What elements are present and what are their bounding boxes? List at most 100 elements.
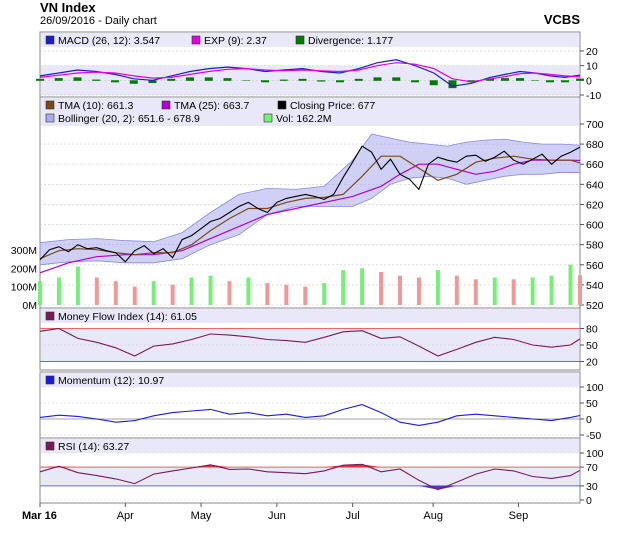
volume-bar (208, 275, 213, 305)
mfi-panel-line (39, 327, 581, 357)
divergence-bar (54, 78, 63, 81)
macd-axis-tick-label: 20 (586, 46, 598, 58)
volume-bar (56, 277, 61, 305)
divergence-bar (261, 80, 269, 83)
chart-frequency: Daily chart (104, 15, 157, 27)
price-axis-tick-label: 700 (586, 119, 604, 131)
volume-bar (379, 272, 384, 305)
divergence-bar (92, 79, 101, 81)
volume-bar (75, 266, 80, 305)
bollinger-band (39, 133, 581, 266)
divergence-bar (317, 80, 326, 82)
divergence-bar (429, 80, 438, 86)
price-legend-swatch (161, 100, 171, 110)
macd-legend-bg (41, 33, 579, 47)
volume-bar (511, 279, 516, 305)
volume-bar (227, 281, 232, 305)
volume-bar (360, 268, 365, 305)
divergence-bar (411, 80, 419, 83)
divergence-bar (516, 78, 524, 81)
rsi-panel-axis-tick-label: 30 (586, 481, 598, 493)
volume-bar (549, 275, 554, 305)
volume-bar (113, 281, 118, 305)
macd-legend-label: MACD (26, 12): 3.547 (58, 35, 160, 47)
chart-date: 26/09/2016 (40, 15, 96, 27)
price-legend-label: TMA (10): 661.3 (58, 100, 133, 112)
divergence-bar (111, 80, 119, 83)
macd-line (39, 59, 581, 87)
divergence-bar (129, 80, 138, 84)
divergence-bar (73, 77, 82, 81)
chart-title: VN Index (40, 0, 96, 15)
volume-bar (492, 277, 497, 305)
mfi-panel-legend-swatch (45, 311, 55, 321)
volume-bar (341, 270, 346, 305)
price-legend-bg (41, 98, 579, 126)
x-tick-label: Jul (346, 510, 360, 522)
volume-bar (568, 264, 573, 305)
rsi-panel-axis-tick-label: 0 (586, 495, 592, 507)
rsi-panel-band (41, 467, 579, 486)
divergence-bar (204, 77, 213, 81)
divergence-bar (392, 77, 401, 81)
volume-bar (322, 283, 327, 305)
volume-tick-label: 100M (11, 282, 37, 294)
price-axis-tick-label: 660 (586, 159, 604, 171)
exp-line (39, 62, 581, 83)
chart-subtitle: 26/09/2016 - Daily chart (40, 15, 157, 27)
divergence-bar (448, 80, 457, 89)
broker-name: VCBS (543, 12, 580, 27)
divergence-bar (373, 77, 382, 81)
price-axis-tick-label: 520 (586, 300, 604, 312)
volume-bar (530, 277, 535, 305)
volume-bar (473, 279, 478, 305)
divergence-bar (336, 80, 344, 83)
price-axis-tick-label: 560 (586, 260, 604, 272)
divergence-bar (36, 78, 44, 81)
price-axis-tick-label: 620 (586, 199, 604, 211)
x-tick-label: Sep (509, 510, 529, 522)
price-legend-swatch (45, 113, 55, 123)
divergence-bar (546, 80, 554, 83)
divergence-bar (576, 78, 584, 81)
x-tick-label: May (191, 510, 212, 522)
volume-bar (189, 277, 194, 305)
volume-tick-label: 200M (11, 263, 37, 275)
momentum-panel-line (39, 404, 581, 426)
divergence-bar (242, 80, 251, 81)
volume-bar (94, 277, 99, 305)
price-legend-label: Vol: 162.2M (276, 113, 331, 125)
x-tick-label: Jun (268, 510, 286, 522)
volume-bar (398, 275, 402, 305)
volume-bar (284, 284, 289, 305)
rsi-panel-axis-tick-label: 100 (586, 448, 604, 460)
x-tick-label: Apr (117, 510, 134, 522)
volume-bar (132, 286, 137, 305)
divergence-bar (148, 80, 157, 84)
divergence-bar (223, 78, 232, 81)
x-tick-label: Aug (423, 510, 443, 522)
macd-legend-swatch (45, 35, 55, 45)
macd-legend-swatch (191, 35, 201, 45)
rsi-panel-line (39, 463, 581, 491)
price-legend-swatch (277, 100, 287, 110)
volume-bar (454, 275, 459, 305)
rsi-panel-legend-label: RSI (14): 63.27 (58, 441, 129, 453)
momentum-panel-axis-tick-label: 50 (586, 398, 598, 410)
macd-legend-label: Divergence: 1.177 (308, 35, 393, 47)
divergence-bar (279, 79, 288, 81)
price-legend-swatch (263, 113, 273, 123)
divergence-bar (501, 78, 509, 81)
mfi-panel-legend-label: Money Flow Index (14): 61.05 (58, 311, 197, 323)
closing-price-line (39, 145, 581, 263)
x-tick-label: Mar 16 (22, 510, 57, 522)
momentum-panel-legend-bg (41, 373, 579, 387)
rsi-panel-legend-bg (41, 439, 579, 453)
macd-legend-label: EXP (9): 2.37 (204, 35, 267, 47)
volume-bar (303, 286, 308, 305)
macd-axis-tick-label: 10 (586, 61, 598, 73)
price-axis-tick-label: 600 (586, 220, 604, 232)
momentum-panel-axis-tick-label: 100 (586, 382, 604, 394)
volume-bar (38, 281, 42, 305)
divergence-bar (298, 78, 307, 81)
